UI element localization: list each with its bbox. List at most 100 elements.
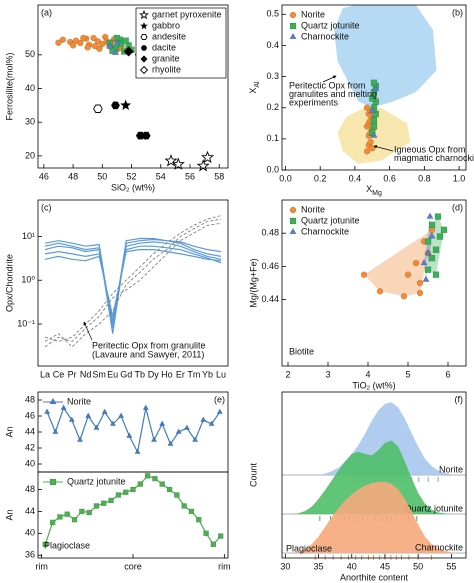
data-point — [416, 289, 424, 297]
y-tick-label: 42 — [25, 442, 35, 452]
data-point — [57, 514, 63, 520]
data-point — [101, 500, 107, 506]
legend-symbol — [289, 206, 297, 214]
y-tick-label: 0.5 — [266, 9, 279, 19]
y-tick-label: 0.44 — [261, 294, 279, 304]
data-point — [360, 271, 368, 278]
data-point — [79, 508, 85, 515]
ridge-label: Norite — [439, 464, 463, 474]
data-point — [142, 404, 149, 410]
data-point — [196, 159, 210, 172]
data-point — [192, 436, 199, 442]
data-point — [370, 116, 378, 124]
x-tick-label: 5 — [405, 369, 410, 379]
legend-label: Quartz jotunite — [301, 215, 360, 225]
y-tick-label: 44 — [25, 426, 35, 436]
y-axis-label: Opx/Chondrite — [4, 254, 14, 312]
x-tick-label: 30 — [280, 561, 290, 571]
data-point — [436, 233, 444, 240]
x-tick-label: Sm — [92, 369, 106, 379]
data-point — [109, 420, 116, 426]
series-line — [44, 249, 222, 317]
data-point — [367, 138, 374, 146]
data-point — [208, 420, 215, 426]
data-point — [363, 148, 371, 155]
data-point — [372, 98, 379, 105]
data-point — [440, 226, 448, 234]
data-point — [91, 42, 99, 50]
x-tick-label: 4 — [365, 369, 370, 379]
y-axis-label: Count — [248, 463, 258, 488]
y-axis-label-part: X — [248, 88, 258, 94]
legend-label: Charnockite — [301, 31, 349, 41]
data-point — [94, 38, 102, 45]
data-point — [85, 412, 92, 418]
y-axis-label: XAl — [248, 81, 261, 94]
data-point — [44, 408, 51, 414]
x-tick-label: rim — [218, 561, 231, 571]
data-point — [201, 150, 215, 164]
y-tick-label: 0.0 — [266, 164, 279, 174]
data-point — [141, 131, 151, 140]
data-point — [426, 212, 434, 219]
data-point — [135, 131, 145, 140]
panel-label: (f) — [455, 394, 464, 404]
data-point — [123, 46, 134, 57]
data-point — [432, 271, 440, 278]
x-tick-label: 54 — [156, 171, 166, 181]
y-tick-label: 48 — [25, 484, 35, 494]
y-tick-label: 10¹ — [22, 231, 35, 241]
legend-label: andesite — [152, 31, 186, 41]
x-tick-label: Tb — [135, 369, 146, 379]
data-point — [99, 40, 106, 48]
legend-symbol — [289, 22, 297, 30]
y-tick-label: 36 — [25, 550, 35, 560]
legend-symbol — [140, 33, 148, 41]
data-point — [428, 232, 436, 239]
y-tick-label: 40 — [25, 458, 35, 468]
legend-symbol — [140, 45, 148, 51]
series-line — [44, 222, 222, 348]
legend-symbol — [289, 11, 297, 19]
x-axis-label-part: X — [366, 184, 372, 194]
x-tick-label: Nd — [80, 369, 92, 379]
legend-label: dacite — [152, 42, 176, 52]
annotation: Plagioclase — [44, 540, 90, 550]
x-tick-label: core — [124, 561, 142, 571]
x-tick-label: 35 — [314, 561, 324, 571]
data-point — [152, 475, 158, 482]
data-point — [420, 258, 428, 266]
y-tick-label: 0.48 — [261, 228, 279, 238]
legend-label: Norite — [301, 9, 325, 19]
data-point — [171, 157, 185, 170]
series-line — [44, 241, 222, 325]
legend-symbol — [289, 227, 297, 235]
data-point — [434, 213, 442, 220]
x-tick-label: 46 — [39, 171, 49, 181]
data-point — [159, 481, 165, 487]
data-point — [174, 492, 180, 498]
legend-symbol — [139, 9, 149, 20]
data-point — [416, 279, 424, 287]
legend-label: gabbro — [152, 20, 180, 30]
y-tick-label: 0.4 — [266, 40, 279, 50]
legend-symbol — [49, 397, 57, 405]
x-tick-label: 0.0 — [279, 173, 292, 183]
data-point — [77, 39, 84, 47]
y-tick-label: 40 — [25, 83, 35, 93]
data-point — [164, 154, 178, 167]
legend-symbol — [140, 55, 148, 63]
data-point — [144, 473, 151, 479]
series-line — [44, 245, 222, 321]
plot-frame — [37, 199, 229, 367]
x-tick-label: 52 — [127, 171, 137, 181]
data-point — [49, 519, 56, 526]
annotation: experiments — [289, 97, 339, 107]
x-axis-label: SiO₂ (wt%) — [111, 182, 155, 192]
x-tick-label: 0.2 — [314, 173, 327, 183]
y-tick-label: 0.1 — [266, 133, 279, 143]
x-axis-label: TiO₂ (wt%) — [352, 380, 395, 390]
plot-frame — [281, 4, 467, 171]
x-tick-label: Yb — [202, 369, 213, 379]
